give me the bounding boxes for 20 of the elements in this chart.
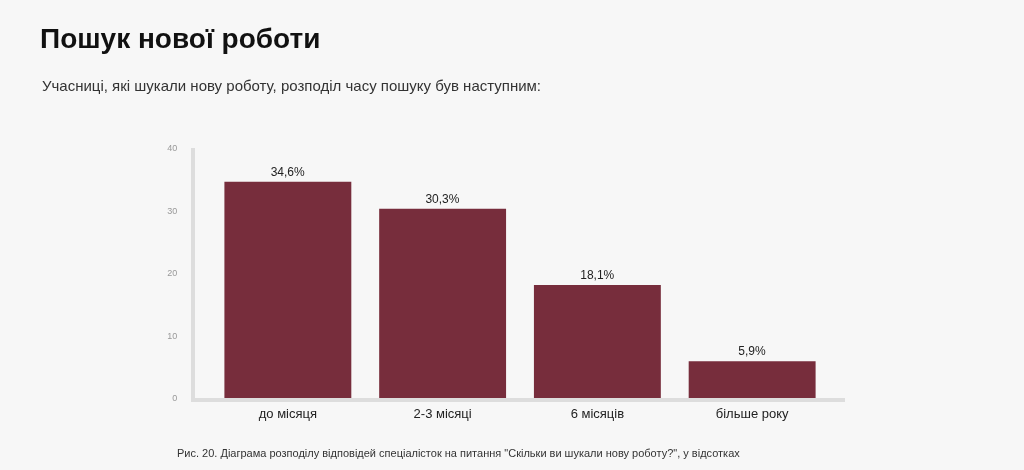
bar	[688, 361, 816, 398]
y-tick-label: 20	[167, 268, 178, 279]
y-tick-label: 40	[167, 143, 178, 154]
x-tick-label: 2-3 місяці	[413, 405, 472, 421]
y-tick-label: 10	[167, 330, 178, 341]
chart-title: Пошук нової роботи	[40, 22, 321, 54]
chart-subtitle: Учасниці, які шукали нову роботу, розподіл часу пошуку був наступним:	[42, 77, 542, 94]
bar	[533, 284, 661, 398]
data-label: 18,1%	[580, 267, 615, 282]
data-label: 30,3%	[425, 191, 460, 206]
y-tick-label: 0	[172, 393, 178, 404]
y-tick-label: 30	[167, 205, 178, 216]
x-tick-label: 6 місяців	[570, 405, 625, 421]
data-label: 5,9%	[738, 344, 766, 359]
text: Рис. 20. Діаграма розподілу відповідей спеціалісток на питання "Скільки ви шукали нову роботу?", у відсотках	[177, 447, 741, 459]
data-label: 34,6%	[270, 164, 306, 179]
bar	[224, 181, 352, 398]
x-tick-label: більше року	[715, 405, 790, 421]
x-tick-label: до місяця	[258, 405, 317, 421]
bar	[379, 208, 507, 398]
